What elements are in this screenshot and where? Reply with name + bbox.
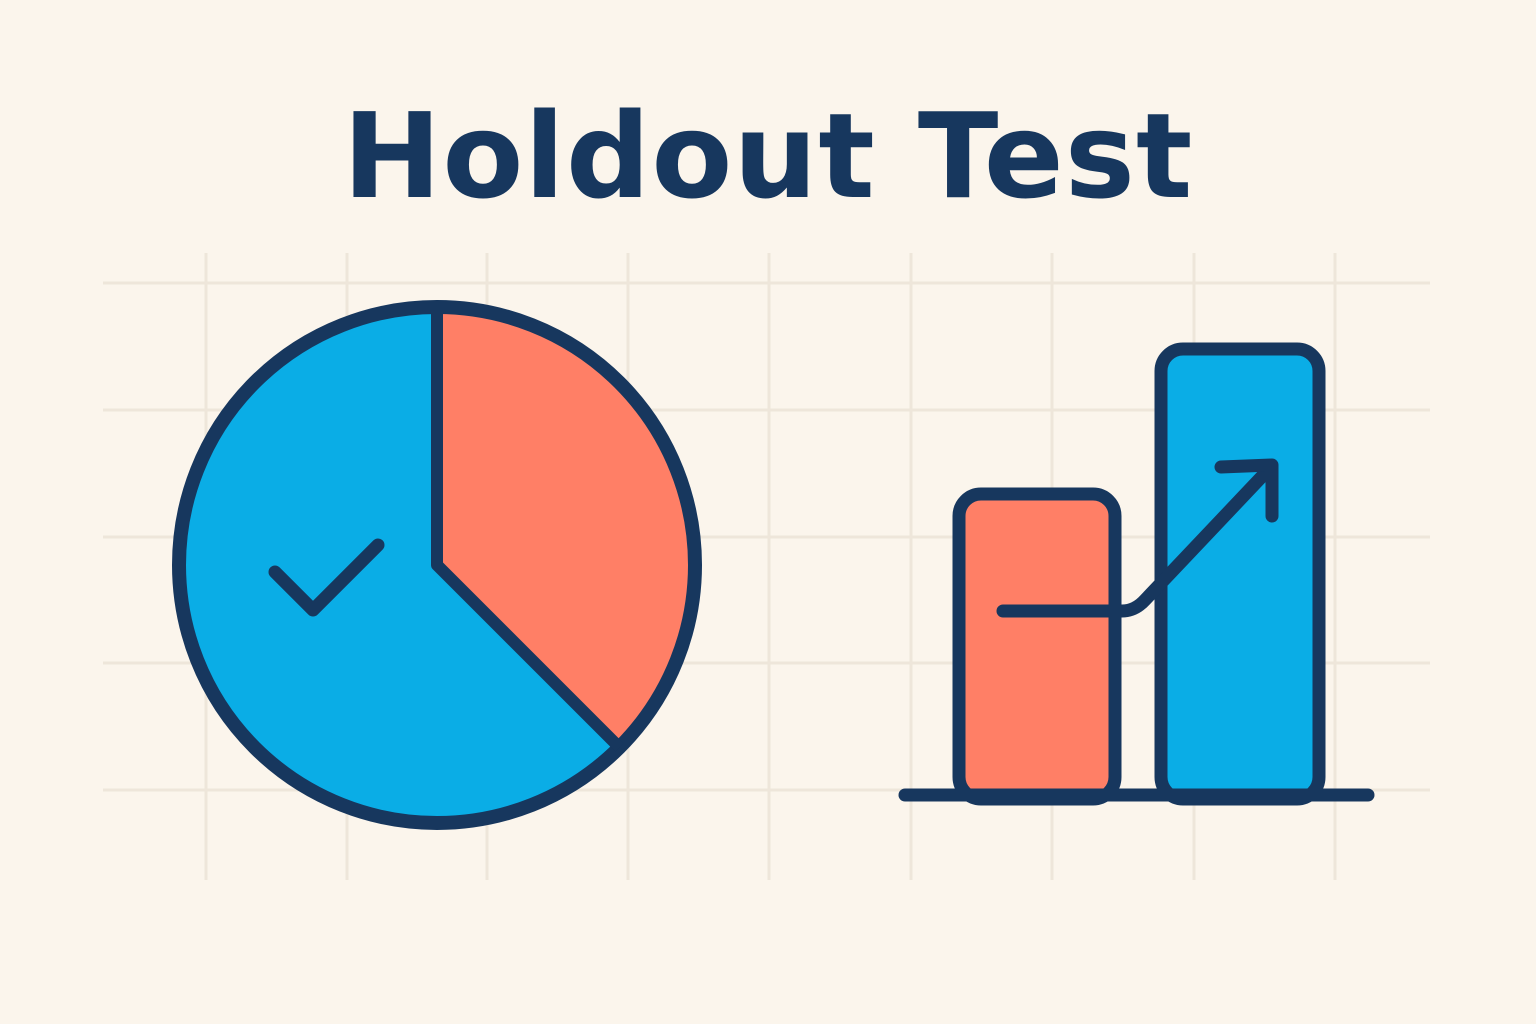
trend-arrow-icon	[996, 461, 1277, 618]
bar-chart-icon	[898, 342, 1375, 806]
page-title: Holdout Test	[342, 87, 1194, 225]
bar-blue	[1154, 342, 1326, 806]
arrowhead-icon	[1214, 458, 1279, 523]
checkmark-icon	[268, 538, 385, 617]
pie-dividers	[431, 307, 624, 752]
bar-coral	[952, 487, 1122, 806]
pie-slice-coral	[437, 307, 695, 748]
pie-chart-icon	[172, 300, 702, 830]
